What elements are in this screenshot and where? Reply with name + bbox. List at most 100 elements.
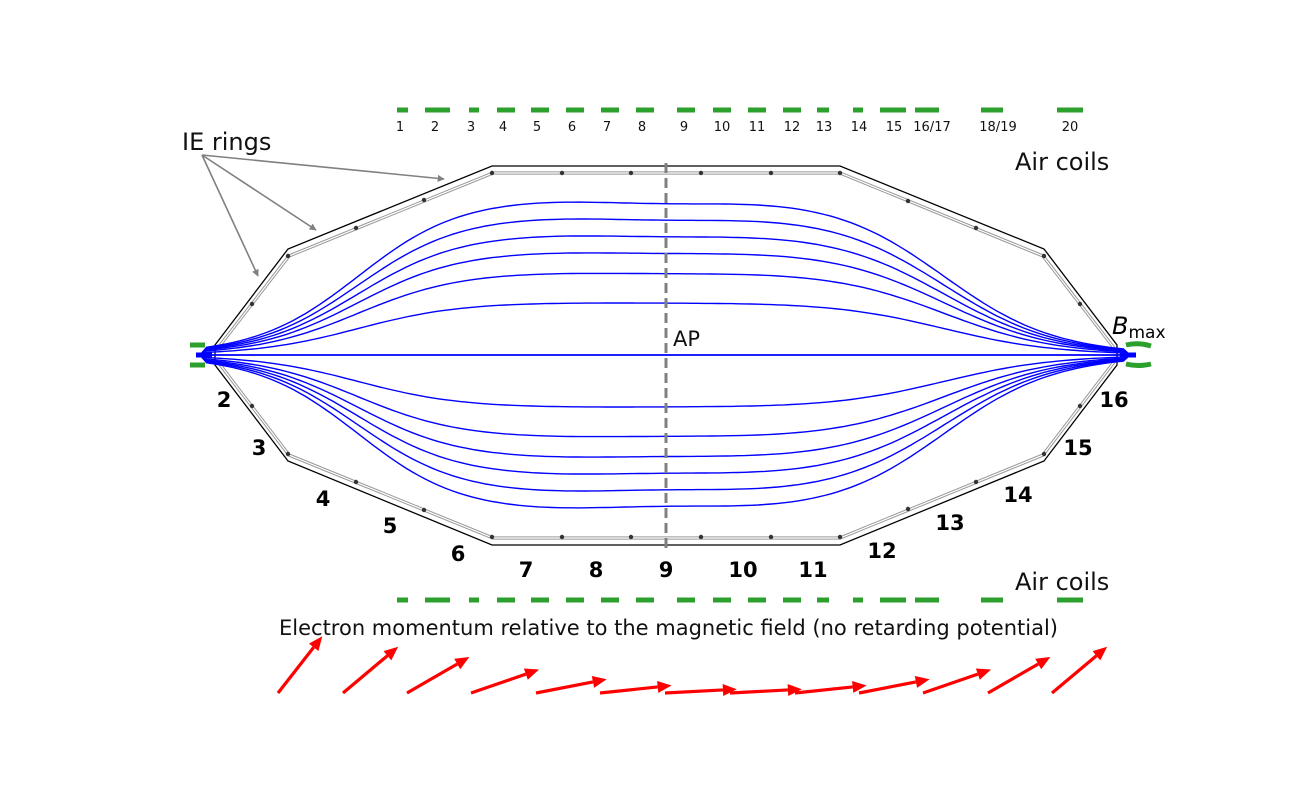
ring-dot — [559, 534, 565, 540]
field-line — [199, 354, 1131, 492]
momentum-arrow-head — [914, 676, 930, 688]
ring-number: 13 — [935, 511, 964, 535]
momentum-arrow-head — [454, 657, 470, 670]
ring-number: 3 — [252, 436, 267, 460]
momentum-arrow — [470, 668, 540, 695]
momentum-arrow-head — [975, 668, 992, 680]
ring-dot — [698, 534, 704, 540]
ring-dot — [489, 170, 495, 176]
ring-number: 14 — [1003, 483, 1032, 507]
ring-dot — [837, 170, 843, 176]
ring-number: 4 — [316, 487, 331, 511]
momentum-arrow-shaft — [729, 688, 789, 695]
momentum-arrow-shaft — [470, 672, 527, 695]
momentum-arrow — [341, 646, 399, 695]
ring-dot — [628, 534, 634, 540]
ring-dot — [353, 479, 359, 485]
air-coil-number: 12 — [784, 120, 801, 135]
momentum-arrow-head — [657, 680, 672, 693]
ring-dot — [1077, 403, 1083, 409]
air-coil-number: 13 — [816, 120, 833, 135]
ring-dot — [249, 301, 255, 307]
air-coil-number: 9 — [680, 120, 688, 135]
air-coil-number: 15 — [886, 120, 903, 135]
pinch-coil-top — [1125, 341, 1152, 349]
bmax-symbol: B — [1112, 312, 1128, 340]
air-coil-number: 7 — [603, 120, 611, 135]
momentum-arrow-shaft — [535, 680, 594, 695]
ring-dot — [353, 225, 359, 231]
air-coil-number: 1 — [396, 120, 404, 135]
ring-dot — [1077, 301, 1083, 307]
analyzing-plane-label: AP — [673, 327, 700, 351]
momentum-arrow — [987, 657, 1051, 695]
momentum-arrow — [922, 668, 992, 695]
ie-rings-pointers — [201, 154, 445, 277]
bmax-subscript: max — [1128, 323, 1165, 343]
field-line — [199, 201, 1131, 356]
air-coil-number: 18/19 — [979, 120, 1016, 135]
ring-number: 8 — [589, 558, 604, 582]
ring-dot — [905, 506, 911, 512]
momentum-arrow — [406, 657, 470, 695]
air-coil-number: 5 — [533, 120, 541, 135]
ring-dot — [905, 198, 911, 204]
ring-dot — [285, 451, 291, 457]
ie-pointer-3 — [201, 154, 259, 277]
ring-numbers: 23 4 5 6 7 8 9 10 11 12 13 14 15 16 — [217, 388, 1129, 582]
ring-dot — [559, 170, 565, 176]
momentum-arrow — [858, 676, 930, 695]
air-coil-number: 20 — [1062, 120, 1079, 135]
air-coil-number: 6 — [568, 120, 576, 135]
caption: Electron momentum relative to the magnet… — [279, 616, 1058, 640]
field-line — [199, 235, 1131, 356]
field-line — [199, 354, 1131, 509]
momentum-arrow-head — [591, 676, 607, 688]
momentum-arrows — [276, 636, 1108, 696]
momentum-arrow-head — [1035, 657, 1051, 670]
vessel-outline — [214, 165, 1118, 546]
field-line — [199, 218, 1131, 356]
ring-number: 5 — [383, 514, 398, 538]
air-coil-number: 10 — [714, 120, 731, 135]
air-coil-number: 14 — [851, 120, 868, 135]
momentum-arrow-shaft — [276, 646, 315, 694]
air-coil-number: 11 — [749, 120, 766, 135]
ring-number: 15 — [1063, 436, 1092, 460]
momentum-arrow — [599, 680, 672, 695]
air-coil-numbers: 1 2 3 4 5 6 7 8 9 10 11 12 13 14 15 16/17 18/19 20 — [396, 120, 1078, 135]
ring-dot — [698, 170, 704, 176]
pinch-coil-bottom — [1125, 361, 1152, 368]
bmax-label: Bmax — [1112, 312, 1166, 343]
ie-rings-label: IE rings — [182, 128, 271, 156]
ring-dot — [768, 534, 774, 540]
momentum-arrow — [535, 676, 607, 695]
ring-dot — [628, 170, 634, 176]
ring-number: 12 — [867, 539, 896, 563]
momentum-arrow-shaft — [406, 662, 459, 695]
momentum-arrow-head — [523, 668, 540, 680]
air-coil-number: 3 — [467, 120, 475, 135]
ring-number: 7 — [519, 558, 534, 582]
field-line — [199, 354, 1131, 475]
momentum-arrow-shaft — [664, 688, 724, 695]
momentum-arrow-shaft — [1050, 654, 1098, 695]
momentum-arrow-shaft — [341, 654, 389, 695]
momentum-arrow-shaft — [987, 662, 1040, 695]
ring-number: 6 — [451, 542, 466, 566]
momentum-arrow-shaft — [858, 680, 917, 695]
ring-joints — [249, 170, 1083, 540]
ring-dot — [249, 403, 255, 409]
ring-dot — [489, 534, 495, 540]
ring-number: 11 — [798, 558, 827, 582]
momentum-arrow-head — [1092, 646, 1108, 661]
ie-pointer-2 — [201, 154, 317, 231]
air-coil-number: 8 — [638, 120, 646, 135]
end-coils — [190, 341, 1152, 368]
momentum-arrow-head — [383, 646, 399, 661]
ring-number: 2 — [217, 388, 232, 412]
ring-number: 9 — [659, 558, 674, 582]
momentum-arrow-shaft — [794, 685, 853, 695]
ring-number: 16 — [1099, 388, 1128, 412]
